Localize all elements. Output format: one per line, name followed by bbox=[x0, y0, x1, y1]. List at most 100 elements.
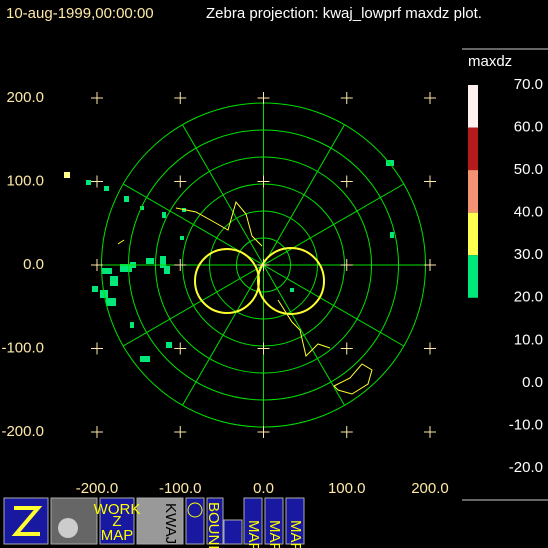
toolbar-label: MAP bbox=[287, 520, 304, 548]
tick-cross bbox=[174, 92, 187, 104]
tick-cross bbox=[91, 426, 103, 438]
plot-subtitle: Zebra projection: kwaj_lowprf maxdz plot… bbox=[206, 5, 482, 22]
echo bbox=[162, 212, 166, 218]
colorbar-label: 70.0 bbox=[514, 76, 543, 93]
map-button[interactable] bbox=[285, 497, 305, 545]
x-tick-label: 200.0 bbox=[411, 480, 449, 497]
echo bbox=[166, 342, 172, 348]
colorbar-label: 0.0 bbox=[522, 374, 543, 391]
x-tick-label: 100.0 bbox=[328, 480, 366, 497]
echo bbox=[124, 196, 129, 202]
tick-cross bbox=[424, 426, 436, 438]
colorbar-segment bbox=[468, 255, 478, 298]
echo bbox=[110, 276, 118, 286]
colorbar-label: 20.0 bbox=[514, 289, 543, 306]
toolbar-label: MAP bbox=[101, 527, 134, 544]
echo bbox=[390, 232, 394, 238]
colorbar-label: 30.0 bbox=[514, 246, 543, 263]
tick-cross bbox=[257, 92, 270, 104]
satellite-icon bbox=[58, 518, 78, 538]
colorbar-label: 40.0 bbox=[514, 204, 543, 221]
y-tick-label: -100.0 bbox=[1, 339, 44, 356]
colorbar-segment bbox=[468, 212, 478, 256]
colorbar-label: 50.0 bbox=[514, 161, 543, 178]
tick-cross bbox=[340, 92, 353, 104]
tick-cross bbox=[257, 426, 270, 438]
echo bbox=[164, 266, 170, 274]
echo bbox=[290, 288, 294, 292]
tick-cross bbox=[340, 426, 353, 438]
tick-cross bbox=[257, 342, 270, 355]
tick-cross bbox=[424, 259, 436, 271]
tick-cross bbox=[340, 175, 353, 188]
rings-icon bbox=[187, 502, 203, 518]
y-tick-label: 100.0 bbox=[6, 172, 44, 189]
y-tick-label: -200.0 bbox=[1, 423, 44, 440]
x-tick-label: -200.0 bbox=[76, 480, 119, 497]
colorbar-title: maxdz bbox=[468, 53, 512, 70]
y-tick-label: 200.0 bbox=[6, 89, 44, 106]
map-button[interactable] bbox=[243, 497, 263, 545]
echo bbox=[120, 264, 132, 272]
echo bbox=[140, 206, 144, 210]
x-tick-label: -100.0 bbox=[159, 480, 202, 497]
tick-cross bbox=[174, 342, 187, 355]
echo bbox=[146, 258, 154, 264]
bounds-button[interactable] bbox=[206, 497, 224, 545]
plot-time: 10-aug-1999,00:00:00 bbox=[6, 5, 154, 22]
toolbar-label: BOUNDS bbox=[205, 502, 222, 548]
beam-lobe bbox=[257, 247, 325, 315]
colorbar-label: -10.0 bbox=[509, 416, 543, 433]
echo bbox=[140, 356, 150, 362]
echo bbox=[92, 286, 98, 292]
echo bbox=[86, 180, 91, 185]
tick-cross bbox=[257, 175, 270, 188]
coastline bbox=[175, 200, 331, 357]
echo bbox=[102, 268, 112, 274]
colorbar-label: 10.0 bbox=[514, 331, 543, 348]
tick-cross bbox=[424, 92, 436, 104]
tick-cross bbox=[91, 342, 103, 355]
toolbar-label: MAP bbox=[245, 520, 262, 548]
work-map-button[interactable] bbox=[99, 497, 135, 545]
toolbar-label: Z bbox=[112, 513, 121, 530]
tick-cross bbox=[257, 259, 270, 271]
echo bbox=[64, 172, 70, 178]
zebra-logo bbox=[11, 506, 43, 536]
colorbar-label: 60.0 bbox=[514, 119, 543, 136]
tick-cross bbox=[174, 175, 187, 188]
echo bbox=[106, 298, 116, 306]
colorbar-segment bbox=[468, 85, 478, 128]
tick-cross bbox=[424, 175, 436, 188]
colorbar-segment bbox=[468, 170, 478, 213]
y-tick-label: 0.0 bbox=[23, 256, 44, 273]
subtitle-box: Zebra projection: kwaj_lowprf maxdz plot… bbox=[206, 5, 482, 22]
toolbar-label: WORK bbox=[94, 501, 141, 518]
x-tick-label: 0.0 bbox=[253, 480, 274, 497]
echo bbox=[130, 322, 134, 328]
echo bbox=[104, 186, 109, 191]
grid-button[interactable] bbox=[223, 519, 243, 545]
echo bbox=[180, 236, 184, 240]
colorbar-label: -20.0 bbox=[509, 459, 543, 476]
tick-cross bbox=[174, 426, 187, 438]
tick-cross bbox=[340, 259, 353, 271]
tick-cross bbox=[91, 259, 103, 271]
tick-cross bbox=[174, 259, 187, 271]
echo bbox=[160, 256, 166, 268]
rings-button[interactable] bbox=[185, 497, 205, 545]
map-button[interactable] bbox=[264, 497, 284, 545]
toolbar-label: MAP bbox=[266, 520, 283, 548]
coastline bbox=[117, 239, 373, 395]
toolbar-label: KWAJ bbox=[162, 503, 179, 544]
tick-cross bbox=[91, 92, 103, 104]
tick-cross bbox=[340, 342, 353, 355]
colorbar-segment bbox=[468, 127, 478, 171]
tick-cross bbox=[424, 342, 436, 355]
toolbar bbox=[3, 497, 305, 545]
kwaj-button[interactable] bbox=[136, 497, 184, 545]
tick-cross bbox=[91, 175, 103, 188]
